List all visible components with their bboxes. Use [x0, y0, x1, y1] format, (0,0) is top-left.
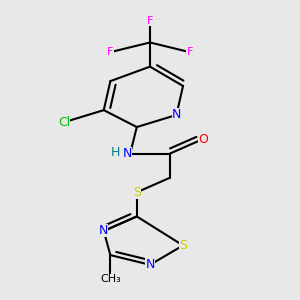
- Text: CH₃: CH₃: [100, 274, 121, 284]
- Text: F: F: [147, 16, 153, 26]
- Text: F: F: [107, 47, 114, 57]
- Text: H: H: [111, 146, 120, 159]
- Text: N: N: [122, 147, 132, 160]
- Text: F: F: [186, 47, 193, 57]
- Text: S: S: [179, 239, 187, 252]
- Text: Cl: Cl: [58, 116, 70, 129]
- Text: N: N: [145, 258, 155, 271]
- Text: N: N: [172, 109, 181, 122]
- Text: S: S: [133, 186, 141, 199]
- Text: N: N: [99, 224, 109, 238]
- Text: O: O: [198, 133, 208, 146]
